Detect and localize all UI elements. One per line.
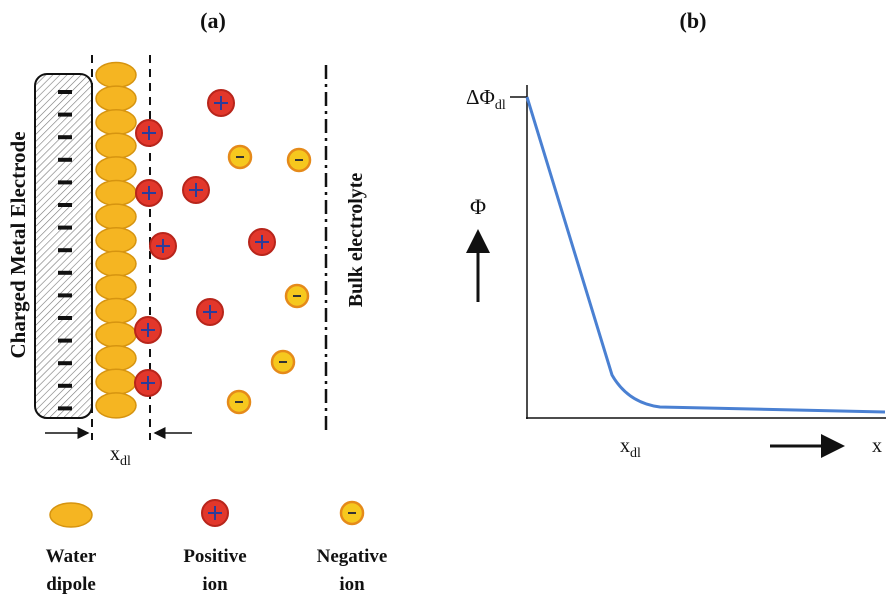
x-axis-label: x [872,435,882,457]
charge [58,180,72,184]
electrode [35,74,92,418]
positive-ion [249,229,275,255]
max-potential-label: ΔΦdl [466,85,506,113]
legend-dipole-icon [50,503,92,527]
dipole [96,322,136,347]
dipole [96,157,136,182]
legend-negative-icon [341,502,363,524]
charge [58,90,72,94]
charge [58,158,72,162]
charge [58,271,72,275]
label-base: x [620,435,630,457]
panel-b-label: (b) [680,8,707,33]
label-sub: dl [630,446,641,461]
bulk-label: Bulk electrolyte [345,173,367,308]
ions [135,90,310,413]
dipole [96,251,136,276]
diagram: (a) Charged Metal Electrode Bulk electro… [0,0,891,598]
charge [58,339,72,343]
positive-ion [197,299,223,325]
dipole [96,393,136,418]
legend-label: Negative [317,546,388,567]
dipole [96,63,136,88]
charge [58,384,72,388]
label-sub: dl [495,98,506,113]
electrode-charges [58,90,72,410]
positive-ion [208,90,234,116]
positive-ion [135,317,161,343]
dipole [96,133,136,158]
negative-ion [286,285,308,307]
dipole [96,86,136,111]
dipole [96,110,136,135]
charge [58,135,72,139]
water-dipoles [96,63,136,418]
legend-label: Positive [183,546,246,567]
positive-ion [136,180,162,206]
charge [58,293,72,297]
charge [58,203,72,207]
positive-ion [136,120,162,146]
panel-a-label: (a) [200,8,226,33]
charge [58,248,72,252]
potential-curve [527,97,885,412]
charge [58,226,72,230]
charge [58,406,72,410]
charge [58,361,72,365]
negative-ion [229,146,251,168]
charge [58,113,72,117]
label-base: ΔΦ [466,85,495,109]
negative-ion [228,391,250,413]
dipole [96,299,136,324]
positive-ion [183,177,209,203]
legend-label: dipole [46,574,96,595]
layer-width-label-b: xdl [620,435,641,461]
legend-label: ion [202,574,228,595]
dipole [96,346,136,371]
dipole [96,228,136,253]
dipole [96,204,136,229]
dipole [96,275,136,300]
charge [58,316,72,320]
layer-width-label: xdl [110,443,131,469]
negative-ion [272,351,294,373]
electrode-label: Charged Metal Electrode [6,131,30,358]
positive-ion [150,233,176,259]
label-sub: dl [120,454,131,469]
negative-ion [288,149,310,171]
label-base: x [110,443,120,465]
legend-label: Water [46,546,97,567]
legend-label: ion [339,574,365,595]
positive-ion [135,370,161,396]
legend-positive-icon [202,500,228,526]
legend: Water dipole Positive ion Negative ion [46,546,388,595]
y-axis-label: Φ [470,194,486,219]
dipole [96,181,136,206]
dipole [96,369,136,394]
